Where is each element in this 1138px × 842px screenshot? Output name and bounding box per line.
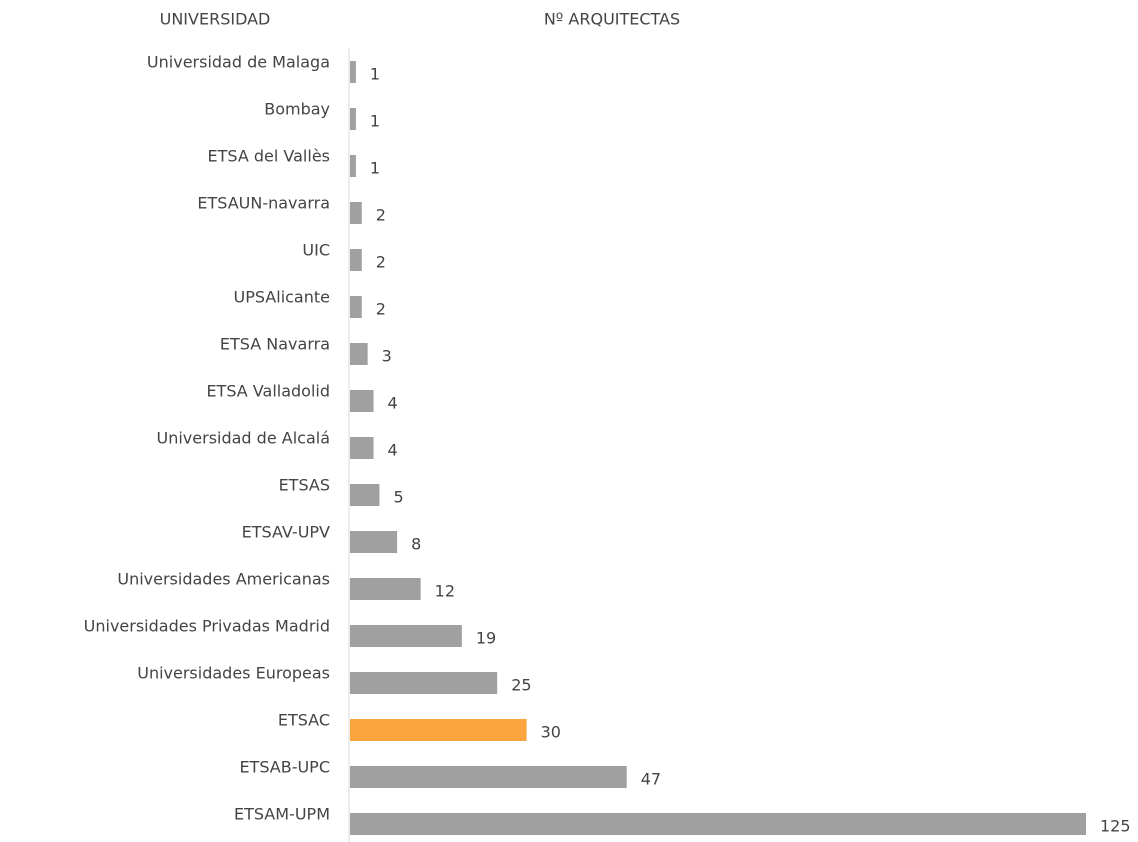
category-label: UPSAlicante [233,288,330,307]
value-label: 1 [370,65,380,84]
bar [350,343,368,365]
bar [350,249,362,271]
category-label: Universidades Privadas Madrid [84,617,330,636]
bar [350,531,398,553]
bar [350,437,374,459]
bar [350,578,421,600]
value-label: 5 [393,488,403,507]
value-label: 4 [388,394,398,413]
bar [350,484,380,506]
category-label: ETSA Navarra [220,335,330,354]
category-label: ETSAUN-navarra [197,194,330,213]
category-label: Universidades Europeas [137,664,330,683]
bar [350,719,527,741]
bar [350,61,356,83]
y-axis-label: UNIVERSIDAD [160,10,271,29]
value-label: 30 [541,723,561,742]
value-label: 12 [435,582,455,601]
value-label: 3 [382,347,392,366]
value-label: 2 [376,253,386,272]
bar [350,108,356,130]
category-label: ETSAS [279,476,330,495]
category-label: Universidades Americanas [117,570,330,589]
category-label: ETSAV-UPV [242,523,330,542]
category-label: ETSAM-UPM [234,805,330,824]
category-label: Universidad de Alcalá [157,429,331,448]
category-label: UIC [302,241,330,260]
bar [350,390,374,412]
bar [350,813,1086,835]
bar [350,672,498,694]
category-label: ETSAB-UPC [239,758,330,777]
category-label: ETSA del Vallès [208,147,330,166]
category-label: Universidad de Malaga [147,53,330,72]
value-label: 2 [376,300,386,319]
value-label: 8 [411,535,421,554]
x-axis-label: Nº ARQUITECTAS [544,10,680,29]
value-label: 19 [476,629,496,648]
category-label: Bombay [264,100,330,119]
bar [350,296,362,318]
bar [350,766,627,788]
category-label: ETSAC [278,711,330,730]
value-label: 125 [1100,817,1131,836]
bar [350,155,356,177]
value-label: 1 [370,159,380,178]
category-label: ETSA Valladolid [206,382,330,401]
bar [350,202,362,224]
bar [350,625,462,647]
value-label: 4 [388,441,398,460]
value-label: 25 [511,676,531,695]
value-label: 1 [370,112,380,131]
value-label: 47 [641,770,661,789]
value-label: 2 [376,206,386,225]
